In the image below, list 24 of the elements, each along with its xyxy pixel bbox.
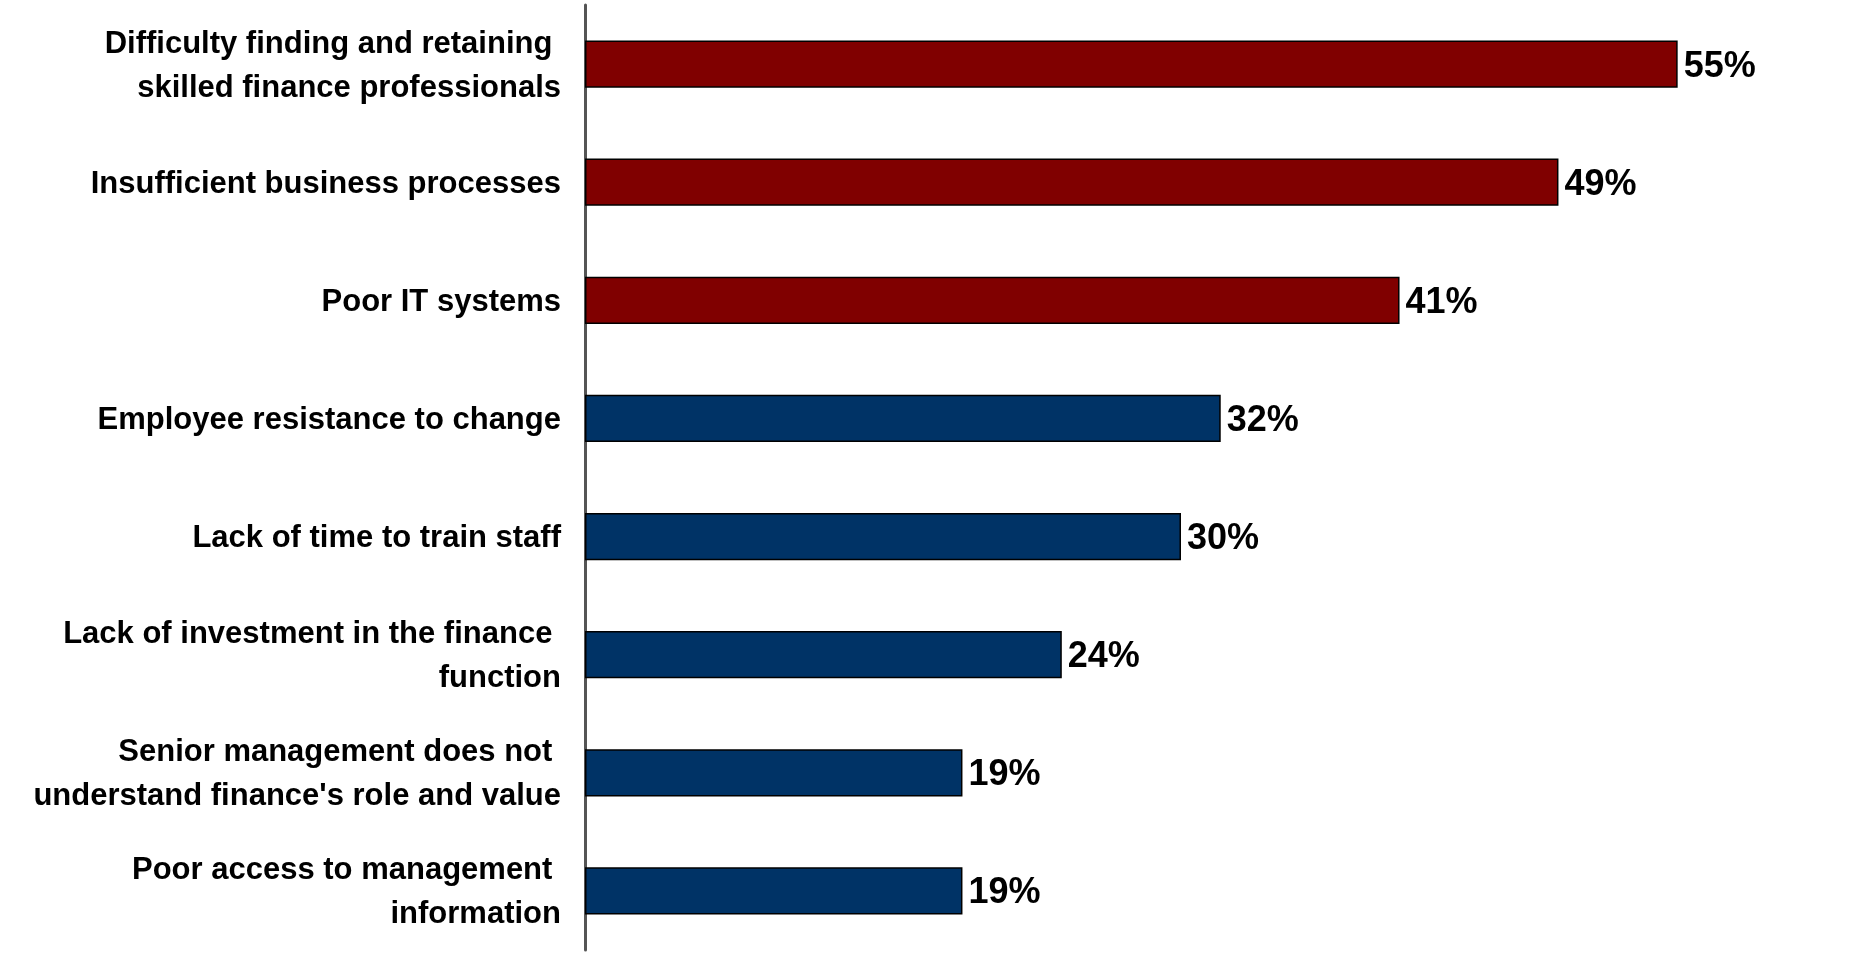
data-label: 49% bbox=[1564, 161, 1637, 203]
data-label: 41% bbox=[1405, 279, 1478, 321]
y-tick-label: Lack of investment in the finance function bbox=[63, 615, 561, 695]
bar bbox=[585, 867, 963, 915]
y-tick-label: Senior management does not understand finance's role and value bbox=[33, 733, 561, 813]
y-tick-label: Difficulty finding and retaining skilled finance professionals bbox=[104, 24, 561, 104]
bar bbox=[585, 749, 963, 797]
data-label: 55% bbox=[1683, 43, 1756, 85]
data-label: 19% bbox=[968, 752, 1041, 794]
bar bbox=[585, 40, 1678, 88]
y-tick-label: Poor IT systems bbox=[321, 282, 561, 318]
y-tick-label: Employee resistance to change bbox=[97, 400, 561, 436]
data-label: 32% bbox=[1226, 397, 1299, 439]
bar bbox=[585, 512, 1181, 561]
y-tick-label: Insufficient business processes bbox=[90, 164, 561, 200]
data-label: 30% bbox=[1187, 516, 1260, 558]
bar bbox=[585, 631, 1062, 679]
y-tick-label: Poor access to management information bbox=[132, 851, 561, 931]
bar bbox=[585, 276, 1400, 324]
y-tick-label: Lack of time to train staff bbox=[192, 519, 562, 555]
data-label: 24% bbox=[1067, 634, 1140, 676]
data-label: 19% bbox=[968, 870, 1041, 912]
bar bbox=[585, 158, 1559, 206]
bar bbox=[585, 394, 1221, 443]
